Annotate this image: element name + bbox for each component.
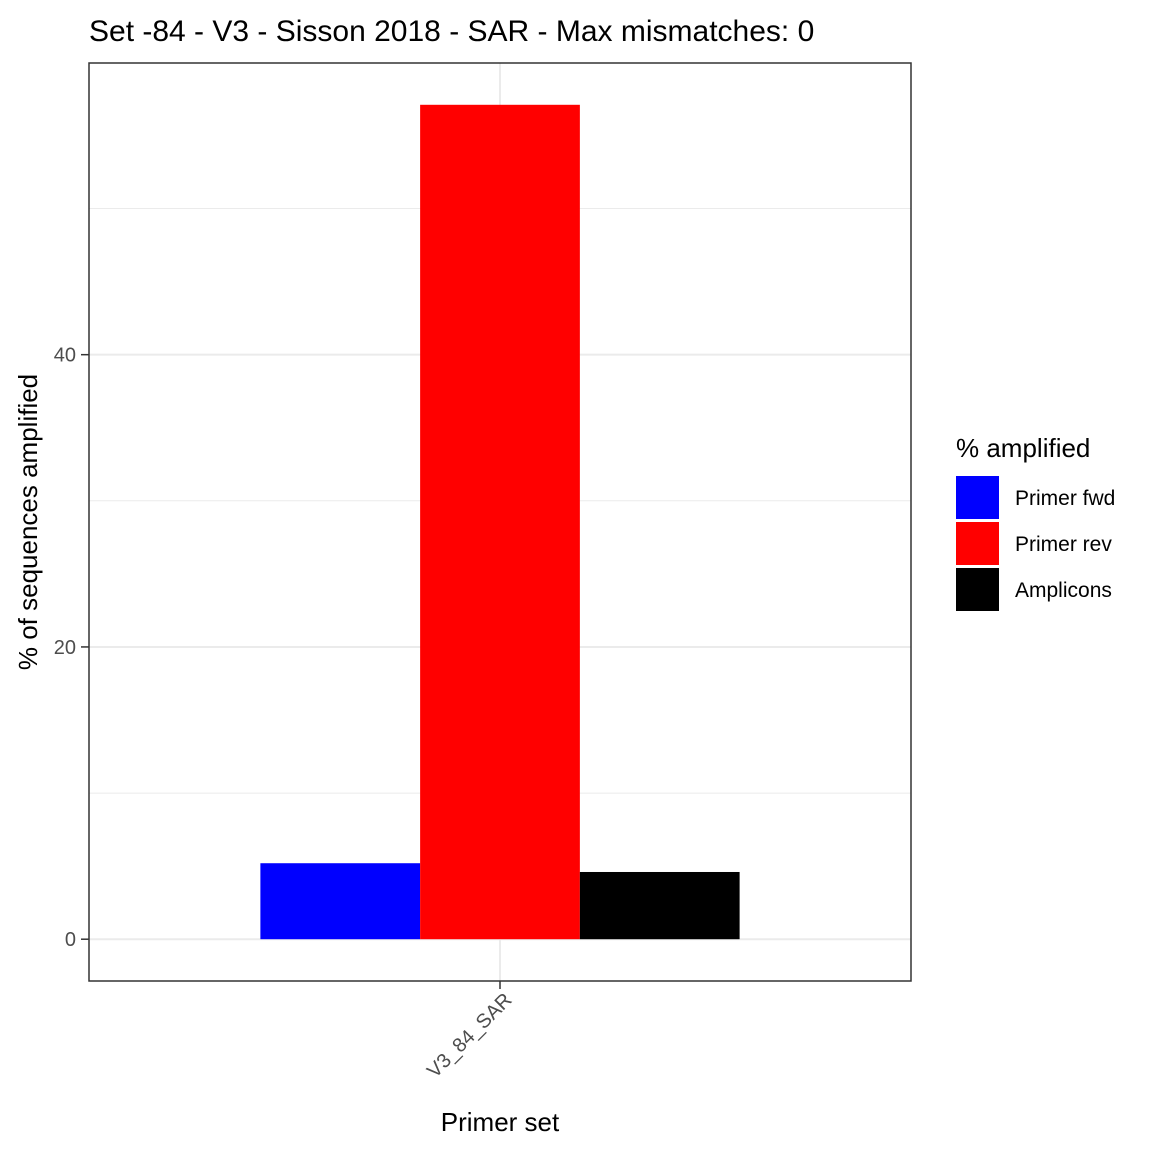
legend-label: Primer rev	[1015, 533, 1112, 556]
legend-label: Primer fwd	[1015, 487, 1115, 510]
legend-title: % amplified	[956, 433, 1090, 463]
legend-items: Primer fwd Primer rev Amplicons	[956, 476, 1115, 611]
legend: % amplified Primer fwd Primer rev Amplicon…	[956, 433, 1115, 611]
bar-primer-fwd	[260, 863, 421, 940]
bar-amplicons	[579, 871, 740, 940]
y-axis-title: % of sequences amplified	[13, 374, 43, 670]
legend-swatch	[956, 476, 999, 519]
bar-primer-rev	[420, 104, 580, 940]
y-tick-label: 0	[65, 929, 76, 951]
legend-swatch	[956, 568, 999, 611]
y-axis: 0 20 40	[54, 345, 89, 951]
chart-title: Set -84 - V3 - Sisson 2018 - SAR - Max m…	[89, 15, 814, 48]
x-axis-title: Primer set	[441, 1107, 560, 1137]
legend-label: Amplicons	[1015, 579, 1112, 602]
legend-swatch	[956, 522, 999, 565]
y-tick-label: 20	[54, 637, 76, 659]
bars	[260, 104, 740, 940]
y-tick-label: 40	[54, 345, 76, 367]
